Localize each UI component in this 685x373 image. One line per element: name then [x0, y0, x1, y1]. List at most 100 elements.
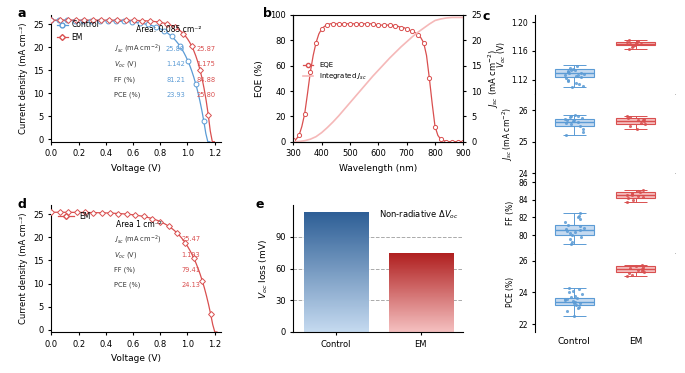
Point — [578, 126, 589, 132]
Point — [624, 41, 635, 47]
Point — [562, 308, 573, 314]
X-axis label: Voltage (V): Voltage (V) — [112, 354, 162, 363]
Y-axis label: $J_{sc}$ (mA cm$^{-2}$): $J_{sc}$ (mA cm$^{-2}$) — [487, 49, 501, 108]
Point — [560, 75, 571, 81]
Point — [566, 239, 577, 245]
Point — [630, 40, 641, 46]
Text: 1.142: 1.142 — [166, 62, 185, 68]
Point — [562, 68, 573, 74]
Bar — [555, 225, 594, 235]
Point — [569, 117, 580, 123]
Point — [565, 241, 576, 247]
Point — [568, 66, 579, 72]
Point — [627, 190, 638, 196]
Text: $J_{sc}$ (mA cm$^{-2}$): $J_{sc}$ (mA cm$^{-2}$) — [114, 43, 162, 55]
Point — [638, 269, 649, 275]
Point — [574, 286, 585, 292]
Point — [565, 121, 576, 127]
Point — [560, 116, 571, 122]
Bar — [555, 69, 594, 77]
Point — [627, 197, 638, 203]
Point — [562, 78, 573, 84]
Point — [562, 117, 573, 123]
Point — [559, 219, 570, 225]
Point — [560, 226, 571, 232]
Point — [626, 272, 637, 278]
Point — [636, 120, 647, 126]
Point — [638, 264, 649, 270]
Point — [623, 270, 634, 276]
Point — [563, 70, 574, 76]
Point — [573, 305, 584, 311]
Y-axis label: $V_{oc}$ (V): $V_{oc}$ (V) — [496, 41, 508, 68]
Point — [569, 67, 580, 73]
Point — [560, 297, 571, 303]
Text: 23.93: 23.93 — [166, 92, 185, 98]
Point — [575, 123, 586, 129]
Point — [573, 213, 584, 219]
Text: 84.88: 84.88 — [197, 76, 216, 82]
Point — [638, 117, 649, 123]
Point — [627, 192, 638, 198]
Point — [573, 81, 584, 87]
Point — [575, 234, 586, 240]
Point — [569, 299, 580, 305]
Point — [571, 295, 582, 301]
Point — [573, 119, 584, 125]
Text: 25.87: 25.87 — [197, 46, 216, 52]
Point — [564, 285, 575, 291]
Text: Non-radiative $\Delta V_{oc}$: Non-radiative $\Delta V_{oc}$ — [379, 209, 458, 222]
Bar — [555, 119, 594, 126]
Point — [562, 69, 573, 75]
Y-axis label: FF (%): FF (%) — [506, 201, 515, 225]
X-axis label: Wavelength (nm): Wavelength (nm) — [339, 164, 417, 173]
Point — [574, 210, 585, 216]
Text: FF (%): FF (%) — [114, 267, 136, 273]
Point — [630, 42, 640, 48]
Point — [562, 228, 573, 233]
Point — [622, 199, 633, 205]
Point — [624, 265, 635, 271]
Text: a: a — [17, 7, 26, 20]
Point — [624, 123, 635, 129]
Point — [570, 302, 581, 308]
Text: b: b — [263, 7, 272, 20]
Point — [626, 44, 637, 50]
Point — [624, 114, 635, 120]
Text: 25.80: 25.80 — [166, 46, 185, 52]
Point — [621, 113, 632, 119]
Text: e: e — [256, 198, 264, 210]
Y-axis label: $V_{oc}$ loss (mV): $V_{oc}$ loss (mV) — [257, 239, 269, 298]
Point — [564, 231, 575, 236]
Point — [577, 291, 588, 297]
Text: 25.47: 25.47 — [182, 236, 201, 242]
Point — [574, 304, 585, 310]
Bar — [616, 118, 656, 124]
Point — [566, 232, 577, 238]
Point — [573, 214, 584, 220]
Point — [577, 115, 588, 121]
Text: 79.41: 79.41 — [182, 267, 200, 273]
Point — [631, 263, 642, 269]
Text: 1.193: 1.193 — [182, 252, 200, 258]
Y-axis label: PCE (%): PCE (%) — [506, 277, 515, 307]
Point — [561, 297, 572, 303]
Point — [566, 84, 577, 90]
Text: d: d — [17, 198, 26, 210]
Legend: EQE, Integrated $J_{sc}$: EQE, Integrated $J_{sc}$ — [300, 59, 370, 85]
Point — [633, 193, 644, 199]
Point — [632, 117, 643, 123]
Point — [571, 73, 582, 79]
Point — [570, 229, 581, 235]
Point — [622, 273, 633, 279]
Text: $V_{oc}$ (V): $V_{oc}$ (V) — [114, 250, 138, 260]
Point — [571, 80, 582, 86]
Point — [565, 294, 576, 300]
Point — [577, 82, 588, 88]
Point — [638, 266, 649, 272]
Text: c: c — [482, 10, 490, 23]
Point — [572, 113, 583, 119]
Legend: EM: EM — [55, 209, 94, 224]
Point — [569, 112, 580, 118]
Point — [633, 267, 644, 273]
